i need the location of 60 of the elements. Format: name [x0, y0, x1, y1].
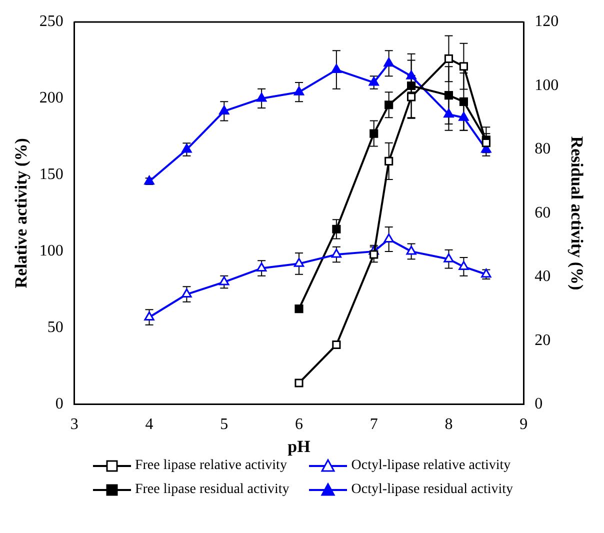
point — [407, 92, 416, 102]
y-tick-label: 200 — [39, 90, 64, 107]
point — [256, 92, 267, 102]
y-tick-label: 100 — [39, 242, 64, 260]
point — [459, 97, 468, 106]
point — [444, 91, 454, 100]
point — [406, 70, 416, 80]
point — [294, 258, 304, 267]
x-tick-label: 5 — [220, 416, 228, 434]
x-tick-label: 4 — [145, 416, 154, 434]
point — [219, 105, 230, 114]
point — [331, 248, 342, 258]
x-tick-label: 8 — [444, 416, 453, 434]
point — [444, 253, 454, 262]
point — [370, 250, 378, 259]
point — [458, 260, 469, 270]
y2-tick-label: 0 — [534, 396, 543, 413]
point — [482, 138, 490, 148]
point — [294, 304, 304, 314]
y2-tick-label: 60 — [534, 204, 551, 222]
x-tick-label: 6 — [295, 416, 303, 434]
point — [332, 224, 341, 234]
y-axis-title: Relative activity (%) — [12, 138, 31, 288]
point — [384, 100, 394, 110]
point — [182, 144, 192, 153]
point — [384, 58, 394, 67]
point — [407, 81, 416, 90]
y2-axis-title: Residual activity (%) — [567, 136, 586, 290]
point — [144, 311, 154, 320]
point — [294, 86, 304, 96]
point — [384, 233, 394, 242]
y2-tick-label: 20 — [534, 332, 551, 349]
legend-label: Octyl-lipase relative activity — [351, 458, 511, 474]
legend-label: Free lipase relative activity — [134, 458, 287, 474]
point — [368, 76, 379, 86]
point — [459, 62, 468, 71]
y2-tick-label: 40 — [534, 268, 551, 286]
point — [458, 112, 469, 121]
point — [370, 129, 378, 138]
y-tick-label: 150 — [39, 166, 64, 184]
y-tick-label: 0 — [55, 396, 64, 413]
x-tick-label: 7 — [370, 416, 378, 434]
point — [444, 54, 454, 63]
legend-label: Free lipase residual activity — [134, 482, 290, 498]
y-tick-label: 50 — [47, 319, 64, 336]
point — [182, 288, 192, 298]
x-tick-label: 3 — [70, 416, 78, 434]
x-axis-title: pH — [288, 437, 310, 456]
point — [444, 108, 454, 118]
legend-label: Octyl-lipase residual activity — [351, 482, 514, 498]
x-tick-label: 9 — [520, 416, 528, 434]
point — [219, 276, 230, 286]
y2-tick-label: 80 — [534, 140, 551, 158]
point — [384, 156, 394, 166]
point — [256, 262, 267, 272]
y2-tick-label: 120 — [534, 13, 559, 30]
point — [406, 246, 416, 255]
point — [331, 64, 342, 74]
y2-tick-label: 100 — [534, 76, 559, 94]
y-tick-label: 250 — [39, 13, 64, 30]
